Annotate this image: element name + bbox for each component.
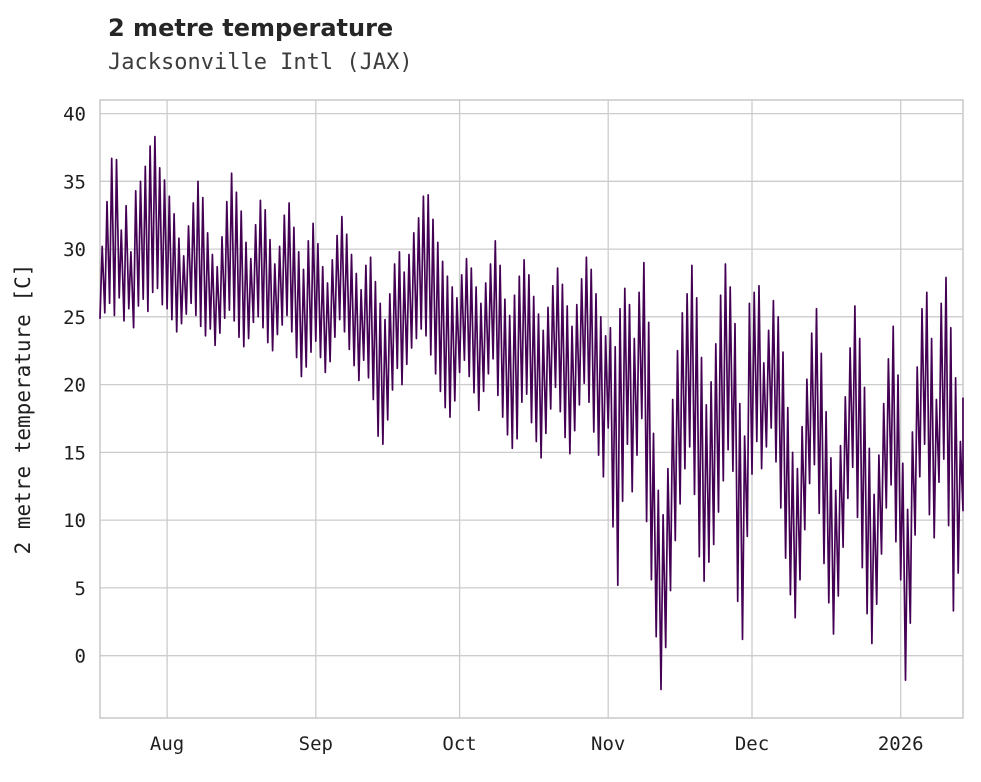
chart-subtitle: Jacksonville Intl (JAX) (108, 50, 413, 75)
y-tick-label: 35 (63, 171, 86, 193)
y-axis-label: 2 metre temperature [C] (11, 264, 35, 555)
y-tick-label: 25 (63, 307, 86, 329)
x-tick-label: Sep (299, 733, 333, 755)
y-tick-label: 0 (75, 646, 86, 668)
x-tick-label: Dec (735, 733, 769, 755)
x-tick-label: Oct (442, 733, 476, 755)
y-tick-label: 5 (75, 578, 86, 600)
y-tick-label: 30 (63, 239, 86, 261)
temperature-line (99, 135, 964, 691)
x-tick-label: Aug (150, 733, 184, 755)
y-tick-label: 40 (63, 104, 86, 126)
chart-title: 2 metre temperature (108, 14, 394, 42)
x-tick-label: Nov (591, 733, 625, 755)
x-tick-label: 2026 (878, 733, 924, 755)
y-tick-label: 10 (63, 510, 86, 532)
y-tick-label: 20 (63, 375, 86, 397)
y-tick-label: 15 (63, 442, 86, 464)
